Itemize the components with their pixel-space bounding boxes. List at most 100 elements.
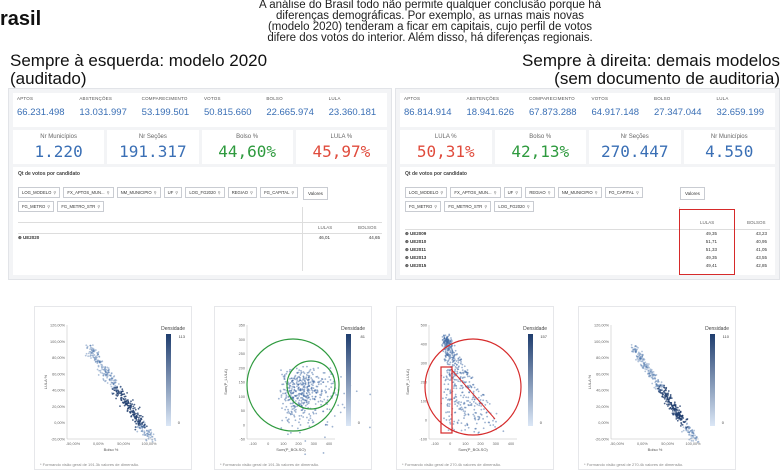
table-row[interactable]: ⊕ UE2015 49,41 42,85 [405, 263, 770, 270]
density-point [443, 358, 446, 361]
density-point [454, 378, 457, 381]
density-point [296, 427, 299, 430]
density-point [326, 421, 329, 423]
dimension-chip[interactable]: REGIAO ⚲ [525, 187, 555, 198]
density-plot-sum-right[interactable]: 500 400 300 200 100 0 -100 -100 0 100 200 300 400 Sum… [396, 306, 554, 470]
kpi-value: 32.659.199 [716, 107, 765, 118]
table-row[interactable]: ⊕ UE2010 51,71 40,95 [405, 239, 770, 246]
dimension-chip[interactable]: FG_METRO ⚲ [18, 201, 55, 212]
legend-max: 113 [178, 334, 185, 339]
density-point [115, 390, 118, 393]
density-point [309, 415, 312, 417]
card-label: Nr Municípios [40, 134, 77, 140]
density-point [138, 424, 140, 427]
y-tick-label: 100 [239, 395, 245, 399]
kpi-bolso[interactable]: BOLSO 22.665.974 [262, 93, 324, 127]
dimension-chip[interactable]: FX_APTOS_MUN... ⚲ [63, 187, 114, 198]
density-point [633, 348, 636, 351]
density-point [289, 402, 292, 405]
density-point [640, 357, 642, 359]
x-tick-label: 200 [477, 442, 483, 446]
density-point [305, 376, 308, 379]
kpi-abstencoes[interactable]: ABSTENÇÕES 18.941.626 [463, 93, 526, 127]
values-button[interactable]: Valores [680, 187, 705, 200]
density-plot-pct-right[interactable]: 120,00% 100,00% 80,00% 60,00% 40,00% 20,00% 0,… [578, 306, 736, 470]
density-point [458, 401, 460, 403]
density-point [660, 383, 662, 386]
dimension-chip[interactable]: FG_METRO_STR ⚲ [444, 201, 492, 212]
kpi-votos[interactable]: VOTOS 64.917.148 [588, 93, 651, 127]
kpi-comparecimento[interactable]: COMPARECIMENTO 67.873.288 [525, 93, 588, 127]
kpi-abstencoes[interactable]: ABSTENÇÕES 13.031.997 [75, 93, 137, 127]
density-point [102, 372, 105, 375]
card-bolso-pct[interactable]: Bolso % 42,13% [494, 130, 586, 164]
dimension-chip[interactable]: LOG_MODELO ⚲ [18, 187, 61, 198]
dimension-chip[interactable]: REGIAO ⚲ [227, 187, 258, 198]
card-lula-pct[interactable]: LULA % 45,97% [295, 130, 387, 164]
search-icon: ⚲ [636, 190, 640, 195]
density-plot-sum-left[interactable]: 350 300 250 200 150 100 50 0 -50 -100 0 100 200 300 40… [214, 306, 372, 470]
kpi-votos[interactable]: VOTOS 50.815.660 [200, 93, 262, 127]
left-heading-line1: Sempre à esquerda: modelo 2020 [10, 51, 268, 70]
card-nr-secoes[interactable]: Nr Seções 191.317 [107, 130, 199, 164]
values-button[interactable]: Valores [303, 187, 328, 200]
density-point [640, 353, 643, 356]
card-nr-secoes[interactable]: Nr Seções 270.447 [589, 130, 681, 164]
density-plot-pct-left[interactable]: 120,00% 100,00% 80,00% 60,00% 40,00% 20,00% 0,… [34, 306, 192, 470]
dimension-chip[interactable]: FX_APTOS_MUN... ⚲ [450, 187, 501, 198]
dimension-chip[interactable]: FG_METRO ⚲ [405, 201, 442, 212]
density-point [648, 372, 651, 375]
dimension-chip[interactable]: LOG_FG2020 ⚲ [494, 201, 534, 212]
density-point [480, 405, 483, 407]
row-bolso: 41,05 [755, 247, 767, 252]
card-lula-pct[interactable]: LULA % 50,31% [400, 130, 492, 164]
density-point [642, 365, 645, 368]
card-label: Nr Seções [138, 134, 167, 140]
density-point [286, 370, 289, 373]
table-row[interactable]: ⊕ UE2020 46,01 44,65 [18, 235, 382, 242]
dimension-chip[interactable]: LOG_FG2020 ⚲ [185, 187, 225, 198]
table-row[interactable]: ⊕ UE2013 49,35 43,55 [405, 255, 770, 262]
density-point [326, 423, 329, 426]
density-point [297, 388, 300, 391]
table-row[interactable]: ⊕ UE2011 51,33 41,05 [405, 247, 770, 254]
density-point [302, 416, 305, 418]
density-point [114, 381, 117, 384]
kpi-lula[interactable]: LULA 23.360.181 [325, 93, 387, 127]
dimension-chip[interactable]: FG_METRO_STR ⚲ [57, 201, 105, 212]
density-point [292, 381, 295, 384]
dimension-chip[interactable]: NM_MUNICIPIO ⚲ [557, 187, 602, 198]
dimension-chip[interactable]: UF ⚲ [163, 187, 183, 198]
kpi-aptos[interactable]: APTOS 66.231.498 [13, 93, 75, 127]
kpi-value: 50.815.660 [203, 107, 252, 118]
table-row[interactable]: ⊕ UE2009 49,35 43,23 [405, 231, 770, 238]
density-point [285, 416, 288, 419]
dimension-chip[interactable]: LOG_MODELO ⚲ [405, 187, 448, 198]
density-point [486, 415, 489, 418]
kpi-aptos[interactable]: APTOS 86.814.914 [400, 93, 463, 127]
density-point [92, 352, 94, 355]
card-nr-municipios[interactable]: Nr Municípios 1.220 [13, 130, 105, 164]
density-point [121, 388, 124, 391]
card-label: Bolso % [236, 134, 259, 140]
legend-title: Densidade [523, 326, 547, 332]
dimension-chip[interactable]: FG_CAPITAL ⚲ [604, 187, 644, 198]
card-bolso-pct[interactable]: Bolso % 44,60% [201, 130, 293, 164]
density-point [312, 411, 314, 414]
density-point [302, 383, 304, 386]
dimension-chip[interactable]: NM_MUNICIPIO ⚲ [116, 187, 161, 198]
x-tick-label: 100,00% [686, 442, 702, 446]
kpi-lula[interactable]: LULA 32.659.199 [713, 93, 776, 127]
kpi-bolso[interactable]: BOLSO 27.347.044 [650, 93, 713, 127]
density-point [115, 379, 118, 382]
density-point [96, 368, 99, 371]
kpi-comparecimento[interactable]: COMPARECIMENTO 53.199.501 [138, 93, 200, 127]
density-point [307, 379, 310, 381]
density-point [654, 377, 656, 380]
density-point [461, 391, 464, 394]
density-point [658, 385, 661, 388]
dimension-chip[interactable]: FG_CAPITAL ⚲ [260, 187, 299, 198]
density-point [314, 398, 316, 401]
dimension-chip[interactable]: UF ⚲ [503, 187, 523, 198]
card-nr-municipios[interactable]: Nr Municípios 4.550 [683, 130, 775, 164]
